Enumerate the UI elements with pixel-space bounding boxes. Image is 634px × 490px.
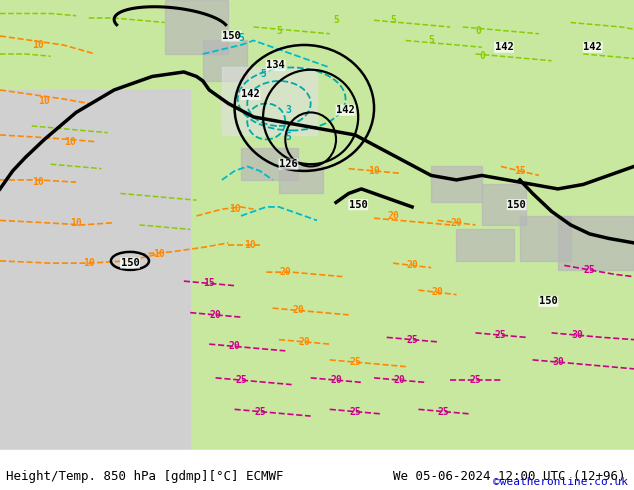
Bar <box>456 229 514 261</box>
Text: 15: 15 <box>514 166 526 176</box>
Text: 15: 15 <box>204 278 215 289</box>
Text: 20: 20 <box>432 287 443 297</box>
Bar <box>431 167 482 202</box>
Text: 150: 150 <box>507 199 526 210</box>
Text: 0: 0 <box>479 51 485 61</box>
Text: 5: 5 <box>390 15 396 25</box>
Text: 20: 20 <box>229 342 240 351</box>
Bar <box>241 148 298 180</box>
Text: 20: 20 <box>280 267 291 277</box>
Text: 30: 30 <box>552 357 564 367</box>
Text: 150: 150 <box>222 31 241 41</box>
Text: 10: 10 <box>245 240 256 250</box>
Text: 10: 10 <box>153 249 164 259</box>
Text: 25: 25 <box>438 407 450 416</box>
Text: 20: 20 <box>210 310 221 320</box>
Bar <box>0 90 190 450</box>
Text: 20: 20 <box>394 375 405 385</box>
Text: 20: 20 <box>292 305 304 316</box>
Text: 3: 3 <box>285 105 292 115</box>
Bar <box>558 216 634 270</box>
Bar <box>165 0 228 54</box>
Text: 5: 5 <box>333 15 339 25</box>
Text: 10: 10 <box>70 218 82 228</box>
Text: 25: 25 <box>254 407 266 416</box>
Bar <box>482 184 526 225</box>
Text: 5: 5 <box>428 35 434 46</box>
Text: 142: 142 <box>241 90 260 99</box>
Text: 25: 25 <box>349 407 361 416</box>
Text: 25: 25 <box>235 375 247 385</box>
Bar <box>222 68 317 135</box>
Text: ©weatheronline.co.uk: ©weatheronline.co.uk <box>493 477 628 487</box>
Text: 25: 25 <box>495 330 507 340</box>
Text: 20: 20 <box>406 260 418 270</box>
Text: 142: 142 <box>336 105 355 115</box>
Text: 20: 20 <box>330 375 342 385</box>
Text: 20: 20 <box>451 218 462 228</box>
Text: 150: 150 <box>539 296 558 306</box>
Text: 5: 5 <box>285 132 292 142</box>
Text: 25: 25 <box>406 335 418 344</box>
Text: 0: 0 <box>476 26 482 36</box>
Text: 10: 10 <box>368 166 380 176</box>
Text: 150: 150 <box>349 199 368 210</box>
Text: 20: 20 <box>387 211 399 221</box>
Text: 25: 25 <box>349 357 361 367</box>
Text: 150: 150 <box>120 258 139 268</box>
Text: 142: 142 <box>583 42 602 52</box>
Text: 5: 5 <box>260 69 266 79</box>
Text: 10: 10 <box>64 137 75 147</box>
Bar <box>279 167 323 194</box>
Text: 5: 5 <box>276 26 282 36</box>
Text: 10: 10 <box>83 258 94 268</box>
Text: 142: 142 <box>495 42 514 52</box>
Text: 5: 5 <box>238 33 244 43</box>
Text: 134: 134 <box>266 60 285 70</box>
Text: 25: 25 <box>470 375 481 385</box>
Bar <box>190 0 634 450</box>
Text: 30: 30 <box>571 330 583 340</box>
Bar <box>520 216 571 261</box>
Text: 126: 126 <box>279 159 298 169</box>
Text: 25: 25 <box>584 265 595 275</box>
Text: 20: 20 <box>299 337 310 347</box>
Text: Height/Temp. 850 hPa [gdmp][°C] ECMWF: Height/Temp. 850 hPa [gdmp][°C] ECMWF <box>6 470 284 483</box>
Bar <box>203 41 247 81</box>
Text: 10: 10 <box>32 40 44 50</box>
Text: 10: 10 <box>229 204 240 214</box>
Bar <box>0 0 190 90</box>
Text: 10: 10 <box>39 96 50 106</box>
Text: We 05-06-2024 12:00 UTC (12+96): We 05-06-2024 12:00 UTC (12+96) <box>393 470 626 483</box>
Text: 10: 10 <box>32 177 44 187</box>
